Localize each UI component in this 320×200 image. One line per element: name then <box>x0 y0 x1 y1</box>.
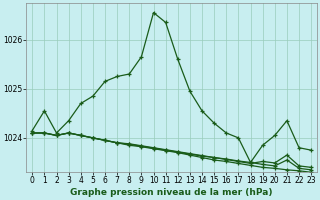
X-axis label: Graphe pression niveau de la mer (hPa): Graphe pression niveau de la mer (hPa) <box>70 188 273 197</box>
